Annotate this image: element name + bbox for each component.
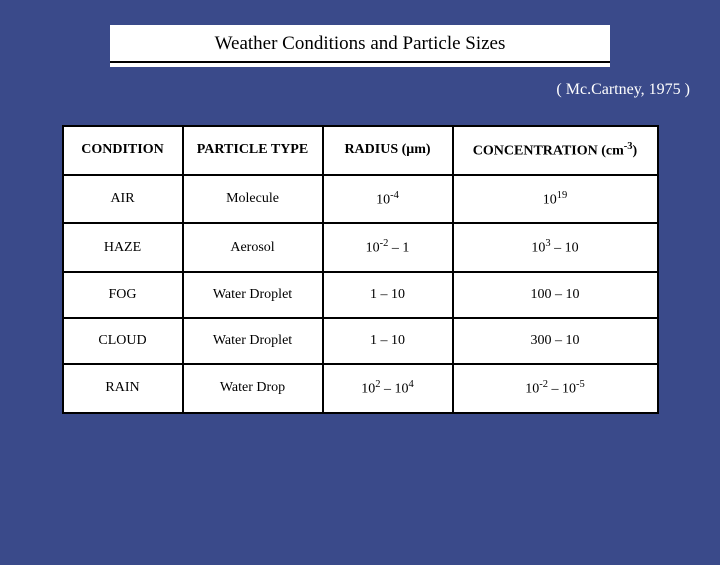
table-row: HAZE Aerosol 10-2 – 1 103 – 10: [63, 223, 658, 272]
cell-concentration: 100 – 10: [453, 272, 658, 318]
cell-condition: HAZE: [63, 223, 183, 272]
cell-concentration: 103 – 10: [453, 223, 658, 272]
cell-radius: 1 – 10: [323, 318, 453, 364]
cell-particle-type: Water Droplet: [183, 318, 323, 364]
cell-radius: 10-2 – 1: [323, 223, 453, 272]
cell-concentration: 10-2 – 10-5: [453, 364, 658, 413]
cell-concentration: 300 – 10: [453, 318, 658, 364]
col-radius: RADIUS (μm): [323, 126, 453, 175]
title-block: Weather Conditions and Particle Sizes: [110, 25, 610, 67]
cell-radius: 1 – 10: [323, 272, 453, 318]
cell-radius: 10-4: [323, 175, 453, 224]
cell-radius: 102 – 104: [323, 364, 453, 413]
table-body: AIR Molecule 10-4 1019 HAZE Aerosol 10-2…: [63, 175, 658, 413]
title-rule: [110, 61, 610, 63]
cell-concentration: 1019: [453, 175, 658, 224]
particle-table: CONDITION PARTICLE TYPE RADIUS (μm) CONC…: [62, 125, 659, 414]
col-concentration: CONCENTRATION (cm-3): [453, 126, 658, 175]
cell-particle-type: Water Droplet: [183, 272, 323, 318]
table-row: CLOUD Water Droplet 1 – 10 300 – 10: [63, 318, 658, 364]
table-row: RAIN Water Drop 102 – 104 10-2 – 10-5: [63, 364, 658, 413]
cell-condition: FOG: [63, 272, 183, 318]
cell-condition: AIR: [63, 175, 183, 224]
cell-condition: CLOUD: [63, 318, 183, 364]
citation: ( Mc.Cartney, 1975 ): [0, 67, 720, 99]
cell-particle-type: Aerosol: [183, 223, 323, 272]
cell-particle-type: Water Drop: [183, 364, 323, 413]
page-title: Weather Conditions and Particle Sizes: [110, 33, 610, 55]
table-row: AIR Molecule 10-4 1019: [63, 175, 658, 224]
table-row: FOG Water Droplet 1 – 10 100 – 10: [63, 272, 658, 318]
cell-particle-type: Molecule: [183, 175, 323, 224]
col-particle-type: PARTICLE TYPE: [183, 126, 323, 175]
table-header-row: CONDITION PARTICLE TYPE RADIUS (μm) CONC…: [63, 126, 658, 175]
cell-condition: RAIN: [63, 364, 183, 413]
col-condition: CONDITION: [63, 126, 183, 175]
